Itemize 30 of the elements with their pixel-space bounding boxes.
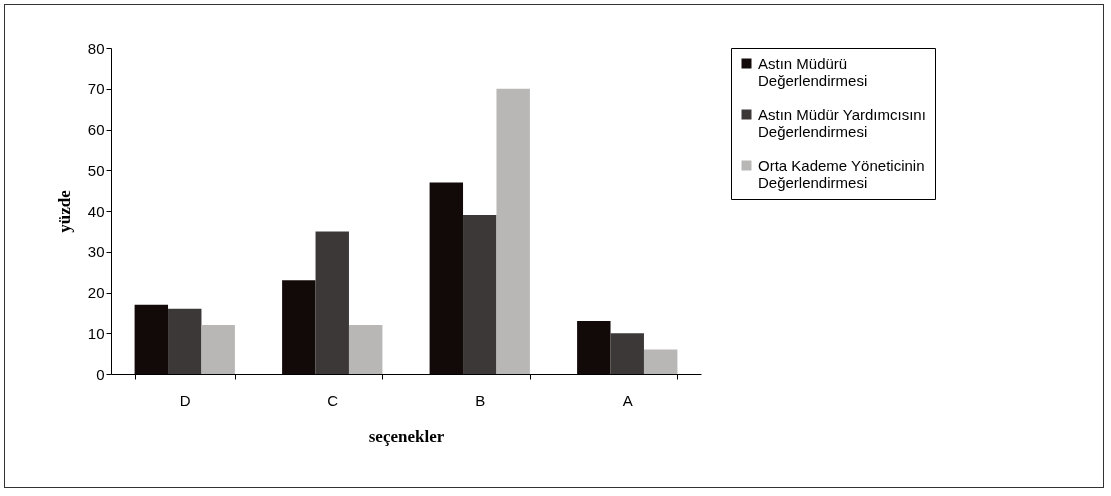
y-tick-label: 30 [87, 243, 105, 261]
y-tick-label: 20 [87, 284, 105, 301]
bar [429, 182, 464, 374]
legend-label: Orta Kademe Yöneticinin Değerlendirmesi [758, 156, 925, 191]
bar [348, 325, 383, 374]
x-tick-label: C [327, 391, 339, 409]
y-tick-label: 70 [87, 80, 105, 98]
x-tick-label: A [622, 391, 633, 409]
legend-label: Astın Müdür Yardımcısını Değerlendirmesi [758, 105, 926, 140]
bar [134, 304, 169, 374]
y-tick-label: 40 [87, 202, 105, 220]
bar [315, 231, 349, 374]
bar [577, 321, 611, 374]
y-tick-label: 80 [87, 39, 105, 57]
legend-label: Astın Müdürü Değerlendirmesi [758, 54, 868, 89]
x-axis-title: seçenekler [368, 426, 445, 446]
bar [463, 215, 497, 374]
x-tick-label: D [179, 391, 191, 409]
y-axis-title: yüzde [54, 189, 74, 233]
x-tick-label: B [475, 391, 486, 409]
bar [282, 280, 316, 374]
y-tick-label: 60 [87, 121, 105, 138]
bar [168, 308, 202, 374]
y-tick-label: 0 [96, 365, 105, 383]
y-tick-label: 10 [87, 324, 105, 342]
y-tick-label: 50 [87, 161, 105, 179]
bar [610, 333, 644, 374]
bar [201, 325, 235, 374]
bar [496, 88, 530, 374]
bar [643, 349, 678, 374]
